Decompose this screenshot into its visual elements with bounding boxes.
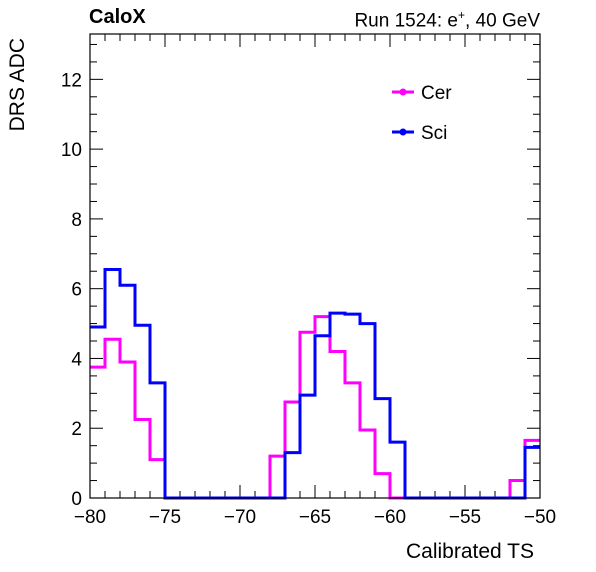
- run-info-charge: +: [457, 8, 465, 22]
- x-tick-label: −80: [74, 507, 106, 528]
- series-line-sci: [90, 267, 540, 500]
- legend-label-cer: Cer: [421, 83, 452, 104]
- y-tick-label: 10: [61, 140, 82, 161]
- y-tick-labels: 0 2 4 6 8 10 12: [61, 70, 83, 510]
- legend: Cer Sci: [392, 83, 452, 144]
- y-tick-label: 8: [71, 210, 82, 231]
- x-tick-label: −60: [374, 507, 406, 528]
- x-axis-title: Calibrated TS: [406, 540, 534, 563]
- x-tick-label: −50: [524, 507, 556, 528]
- y-tick-label: 2: [71, 419, 82, 440]
- axis-ticks: [89, 34, 541, 499]
- legend-label-sci: Sci: [421, 123, 447, 144]
- y-tick-label: 4: [71, 349, 82, 370]
- y-tick-label: 12: [61, 70, 82, 91]
- x-tick-label: −65: [299, 507, 331, 528]
- run-info: Run 1524: e+, 40 GeV: [354, 8, 540, 32]
- series-lines: [90, 267, 540, 500]
- legend-marker-sci: [399, 128, 407, 136]
- y-axis-title: DRS ADC: [6, 38, 29, 131]
- run-info-energy: , 40 GeV: [465, 10, 540, 32]
- y-tick-label: 6: [71, 280, 82, 301]
- experiment-label: CaloX: [89, 6, 146, 28]
- y-tick-label: 0: [71, 489, 82, 510]
- x-tick-label: −70: [224, 507, 256, 528]
- run-info-text: Run 1524: e: [354, 10, 458, 32]
- legend-marker-cer: [399, 88, 407, 96]
- x-tick-labels: −80 −75 −70 −65 −60 −55 −50: [74, 507, 556, 528]
- x-tick-label: −55: [449, 507, 481, 528]
- x-tick-label: −75: [149, 507, 181, 528]
- plot-frame: [89, 33, 541, 499]
